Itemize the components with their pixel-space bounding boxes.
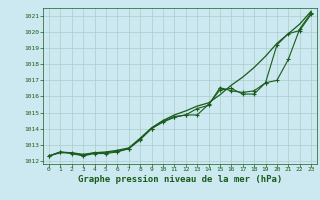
X-axis label: Graphe pression niveau de la mer (hPa): Graphe pression niveau de la mer (hPa) — [78, 175, 282, 184]
